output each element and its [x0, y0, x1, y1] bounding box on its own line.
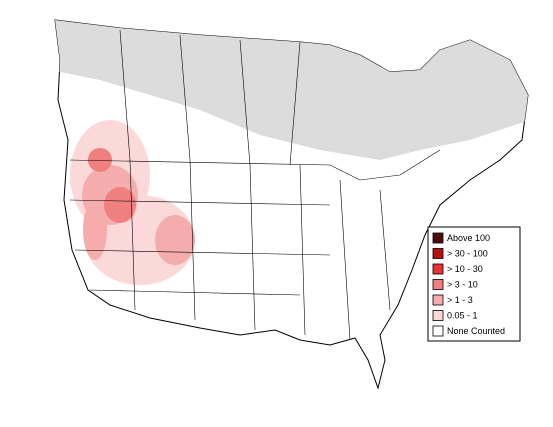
legend-label: 0.05 - 1 [447, 310, 478, 320]
legend-swatch [432, 232, 444, 244]
legend-swatch [432, 279, 444, 290]
legend-swatch [432, 294, 444, 306]
legend-label: > 10 - 30 [447, 264, 483, 274]
legend: Above 100 > 30 - 100 > 10 - 30 > 3 - 10 > 1 … [427, 226, 521, 342]
legend-swatch [432, 310, 444, 321]
legend-label: Above 100 [447, 233, 490, 243]
legend-swatch [432, 248, 444, 259]
legend-label: > 3 - 10 [447, 279, 478, 289]
legend-label: None Counted [447, 326, 505, 336]
legend-items: Above 100 > 30 - 100 > 10 - 30 > 3 - 10 > 1 … [432, 232, 505, 337]
legend-label: > 30 - 100 [447, 248, 488, 258]
boundaries [69, 29, 441, 341]
legend-label: > 1 - 3 [447, 295, 473, 305]
legend-swatch [432, 325, 444, 337]
legend-swatch [432, 263, 444, 275]
